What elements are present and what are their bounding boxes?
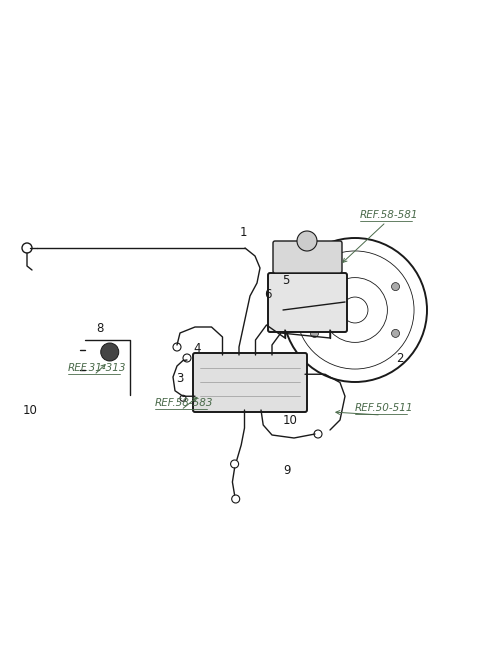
Text: REF.31-313: REF.31-313 bbox=[68, 363, 127, 373]
Text: 8: 8 bbox=[96, 321, 104, 335]
Text: 10: 10 bbox=[23, 403, 37, 417]
Text: 10: 10 bbox=[283, 413, 298, 426]
FancyBboxPatch shape bbox=[268, 273, 347, 332]
Circle shape bbox=[101, 343, 119, 361]
Circle shape bbox=[311, 329, 318, 337]
Text: REF.58-581: REF.58-581 bbox=[360, 210, 419, 220]
Text: 1: 1 bbox=[239, 226, 247, 239]
Text: REF.50-511: REF.50-511 bbox=[355, 403, 413, 413]
Circle shape bbox=[392, 329, 399, 337]
Text: 4: 4 bbox=[193, 342, 201, 354]
Text: 5: 5 bbox=[282, 274, 290, 287]
Circle shape bbox=[311, 283, 318, 291]
FancyBboxPatch shape bbox=[193, 353, 307, 412]
Text: 6: 6 bbox=[264, 289, 272, 302]
Text: 2: 2 bbox=[396, 352, 404, 365]
Text: 3: 3 bbox=[176, 371, 184, 384]
Circle shape bbox=[297, 231, 317, 251]
FancyBboxPatch shape bbox=[273, 241, 342, 273]
Text: REF.58-583: REF.58-583 bbox=[155, 398, 214, 408]
Circle shape bbox=[392, 283, 399, 291]
Text: 9: 9 bbox=[283, 464, 291, 476]
